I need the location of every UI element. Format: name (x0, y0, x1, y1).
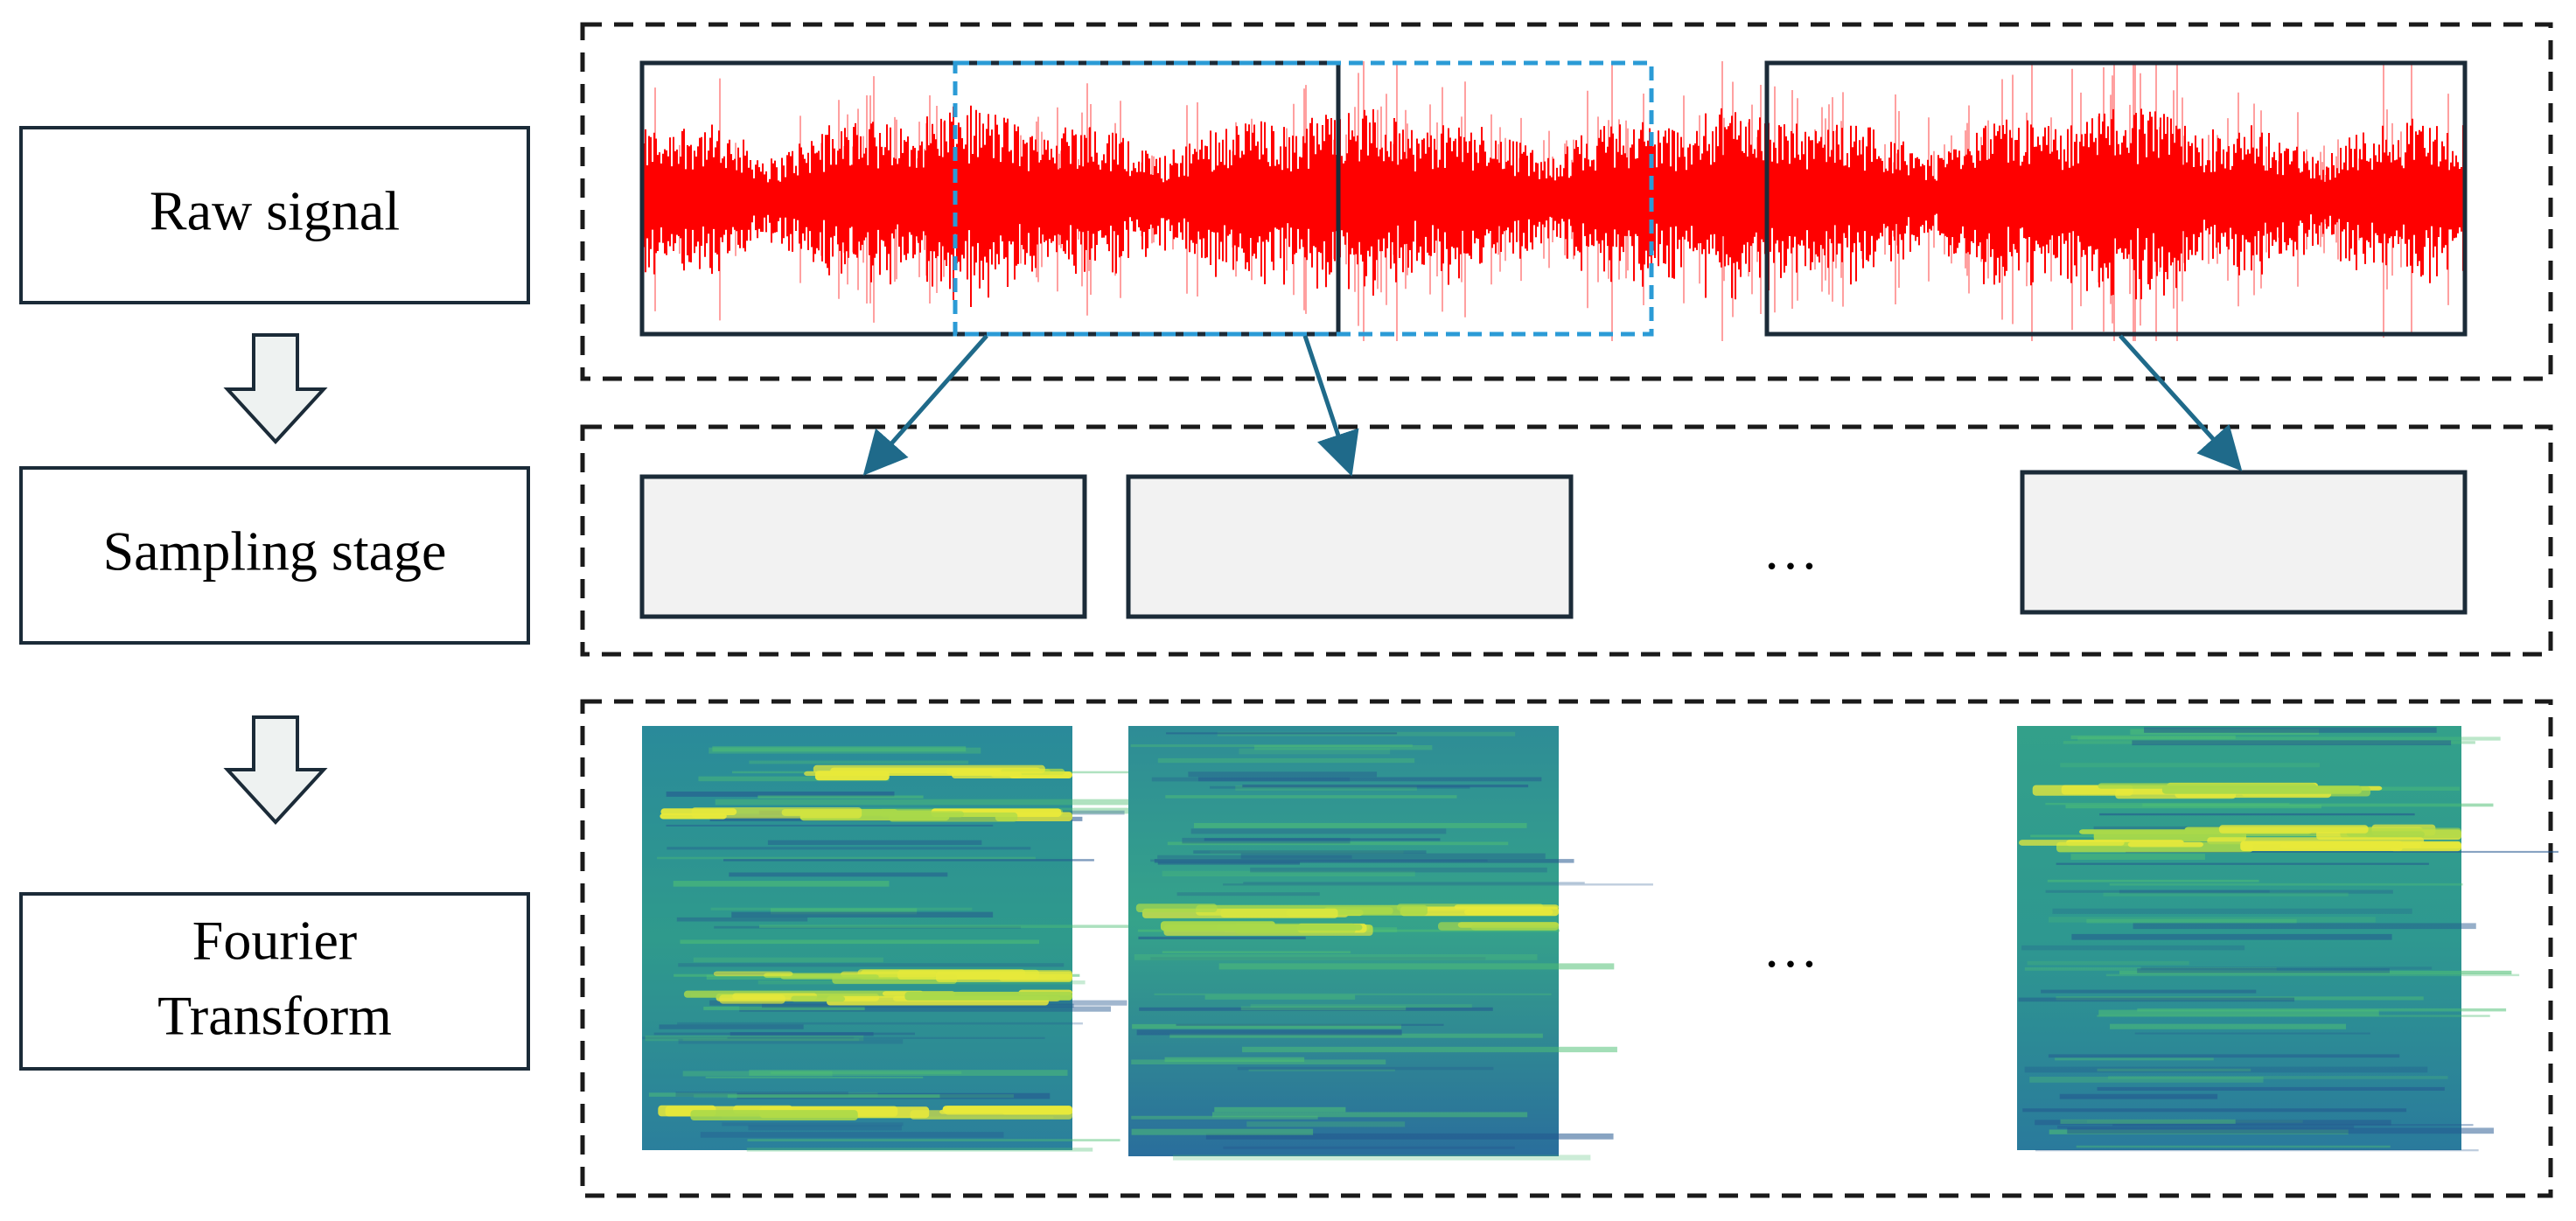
stage-label-sampling: Sampling stage (103, 520, 447, 583)
stage-label-fourier-line1: Fourier (192, 910, 357, 972)
spectrogram-n (2017, 726, 2559, 1152)
fourier-ellipsis: … (1763, 917, 1824, 979)
sampling-window-2-overlap (953, 60, 1654, 337)
stage-box-fourier: Fourier Transform (19, 892, 530, 1071)
sampling-window-n (1764, 60, 2468, 337)
mapping-arrow-1 (862, 334, 988, 476)
raw-signal-waveform (643, 61, 2466, 341)
stage-label-raw-signal: Raw signal (150, 180, 400, 242)
spectrogram-2 (1128, 726, 1653, 1161)
mapping-arrow-n (2119, 334, 2243, 471)
spectrogram-1 (642, 726, 1180, 1152)
sample-segment-n (2020, 470, 2468, 615)
raw-signal-frame (580, 22, 2553, 381)
sampling-frame (580, 424, 2553, 657)
down-arrow-icon (223, 715, 328, 825)
stage-box-raw-signal: Raw signal (19, 126, 530, 304)
sample-segment-1 (639, 474, 1087, 619)
stage-label-fourier-line2: Transform (157, 985, 392, 1047)
stage-box-sampling: Sampling stage (19, 466, 530, 645)
mapping-arrow-2 (1302, 335, 1359, 477)
fourier-frame (580, 699, 2553, 1198)
sample-segment-2 (1126, 474, 1574, 619)
down-arrow-icon (223, 333, 328, 444)
sampling-ellipsis: … (1763, 519, 1824, 581)
